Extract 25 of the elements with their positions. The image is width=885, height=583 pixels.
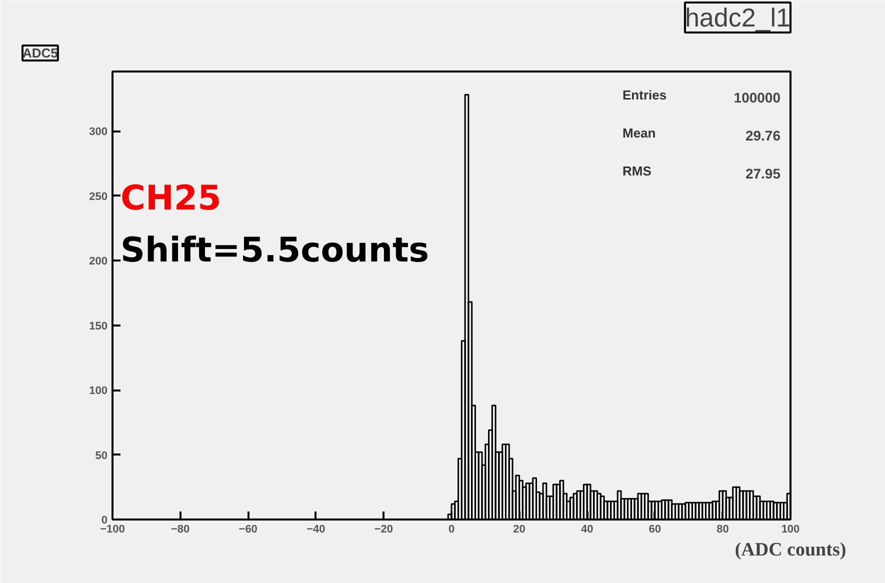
- y-tick-label: 200: [89, 256, 108, 268]
- y-tick-label: 100: [89, 385, 108, 398]
- x-tick-label: −60: [238, 524, 258, 536]
- x-tick-label: 80: [716, 524, 729, 536]
- x-tick-label: 60: [648, 524, 662, 536]
- x-tick-label: 40: [580, 524, 594, 536]
- x-tick-label: 100: [781, 524, 800, 536]
- annotation: CH25: [120, 178, 222, 218]
- y-tick-label: 150: [89, 320, 108, 332]
- x-tick-label: −20: [374, 524, 394, 536]
- y-tick-label: 0: [101, 514, 108, 526]
- x-tick-label: 20: [513, 524, 526, 536]
- x-axis-title: (ADC counts): [734, 540, 846, 560]
- x-tick-label: −80: [170, 524, 190, 536]
- x-tick-label: −40: [306, 524, 326, 536]
- y-tick-label: 300: [89, 126, 108, 138]
- x-tick-label: 0: [448, 524, 455, 536]
- annotation: Shift=5.5counts: [120, 230, 430, 270]
- y-tick-label: 250: [89, 190, 108, 203]
- text: Mean 29.76: [622, 126, 781, 144]
- text: Entries 100000: [622, 88, 780, 106]
- text: RMS 27.95: [622, 164, 781, 182]
- x-tick-label: −100: [100, 524, 125, 536]
- y-tick-label: 50: [95, 450, 108, 462]
- chart-subtitle: hadc2_l1: [684, 2, 791, 32]
